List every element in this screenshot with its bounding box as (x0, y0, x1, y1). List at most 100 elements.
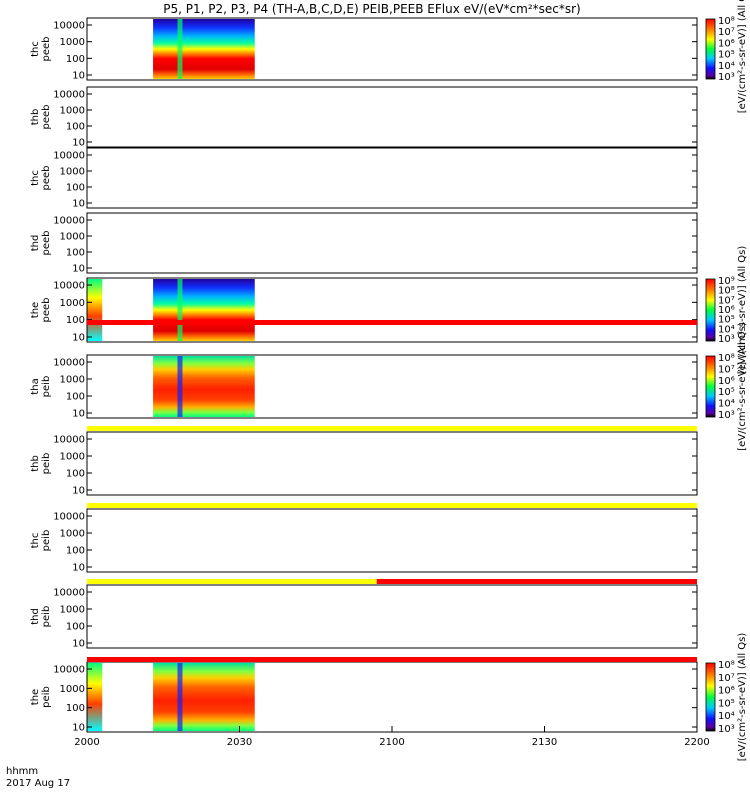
y-tick-label: 1000 (60, 298, 85, 309)
y-tick-label: 100 (66, 54, 85, 65)
colorbar-tick-label: 10³ (718, 72, 735, 83)
y-tick-label: 10 (72, 486, 85, 497)
x-tick-label: 2130 (532, 737, 557, 748)
y-tick-label: 10000 (53, 151, 85, 162)
colorbar-label: [eV/(cm²-s-sr-eV)] (All Qs) (737, 633, 748, 762)
colorbar-tick-label: 10⁴ (718, 711, 735, 722)
y-tick-label: 1000 (60, 684, 85, 695)
y-tick-label: 1000 (60, 375, 85, 386)
x-tick-label: 2030 (227, 737, 252, 748)
colorbar-tick-label: 10⁴ (718, 324, 735, 335)
colorbar-tick-label: 10⁵ (718, 315, 735, 326)
colorbar-tick-label: 10⁷ (718, 295, 735, 306)
panel-frame (86, 508, 698, 573)
panel-label-line: peib (41, 686, 52, 708)
panel-frame (86, 86, 698, 148)
panel-label-line: peeb (41, 105, 52, 130)
x-tick-label: 2000 (74, 737, 99, 748)
panel-label: thc peib (30, 530, 52, 552)
panel-label-line: peeb (41, 231, 52, 256)
y-tick-label: 10 (72, 199, 85, 210)
colorbar-tick-label: 10⁷ (718, 27, 735, 38)
spectrogram-segment (87, 279, 103, 341)
spectrogram-feature (177, 19, 183, 79)
panel-label-line: thb (30, 455, 41, 472)
colorbar-tick-label: 10⁸ (718, 286, 735, 297)
panel-frame (86, 431, 698, 496)
panel-label: the peeb (30, 298, 52, 323)
panel-label-line: thd (30, 235, 41, 252)
colorbar-tick-label: 10⁵ (718, 387, 735, 398)
y-tick-label: 1000 (60, 232, 85, 243)
panel-frame (86, 147, 698, 209)
y-tick-label: 100 (66, 248, 85, 259)
colorbar-tick-label: 10⁸ (718, 353, 735, 364)
panel-label: thb peib (30, 453, 52, 475)
status-bar (87, 320, 697, 325)
panel-label: the peib (30, 686, 52, 708)
spectrogram-segment (153, 663, 255, 731)
y-tick-label: 100 (66, 469, 85, 480)
y-tick-label: 1000 (60, 452, 85, 463)
spectrogram-segment (153, 356, 255, 417)
spectrogram-feature (177, 663, 183, 731)
colorbar-tick-label: 10⁶ (718, 38, 735, 49)
colorbar-label: [eV/(cm²-s-sr-eV)] (All Qs) (737, 246, 748, 375)
y-tick-label: 10 (72, 723, 85, 734)
panel-label-line: thc (30, 41, 41, 57)
y-tick-label: 10000 (53, 588, 85, 599)
panel-label-line: tha (30, 378, 41, 394)
footer-date: 2017 Aug 17 (6, 778, 70, 789)
y-tick-label: 100 (66, 622, 85, 633)
panel-label-line: thb (30, 109, 41, 126)
y-tick-label: 1000 (60, 167, 85, 178)
colorbar (705, 662, 716, 732)
panel-label-line: peeb (41, 166, 52, 191)
status-bar (376, 579, 697, 584)
y-tick-label: 10000 (53, 665, 85, 676)
y-tick-label: 100 (66, 122, 85, 133)
colorbar (705, 18, 716, 80)
panel-frame (86, 212, 698, 274)
colorbar-tick-label: 10⁶ (718, 686, 735, 697)
panel-label: thc peeb (30, 37, 52, 62)
x-tick-label: 2100 (379, 737, 404, 748)
y-tick-label: 1000 (60, 37, 85, 48)
y-tick-label: 10 (72, 138, 85, 149)
panel-label-line: peib (41, 376, 52, 398)
colorbar-tick-label: 10⁵ (718, 50, 735, 61)
y-tick-label: 100 (66, 392, 85, 403)
colorbar-tick-label: 10⁸ (718, 660, 735, 671)
colorbar-label: [eV/(cm²-s-sr-eV)] (All Qs) (737, 0, 748, 113)
y-tick-label: 10 (72, 409, 85, 420)
panel-label-line: peib (41, 453, 52, 475)
colorbar-tick-label: 10⁵ (718, 698, 735, 709)
panel-label-line: thc (30, 533, 41, 549)
y-tick-label: 10 (72, 71, 85, 82)
panel-label-line: peeb (41, 298, 52, 323)
y-tick-label: 10000 (53, 281, 85, 292)
colorbar-tick-label: 10⁴ (718, 399, 735, 410)
y-tick-label: 1000 (60, 106, 85, 117)
colorbar-tick-label: 10⁴ (718, 61, 735, 72)
colorbar-tick-label: 10³ (718, 410, 735, 421)
colorbar-label: [eV/(cm²-s-sr-eV)] (All Qs) (737, 322, 748, 451)
figure-title: P5, P1, P2, P3, P4 (TH-A,B,C,D,E) PEIB,P… (163, 2, 580, 16)
panel-label-line: the (30, 302, 41, 318)
panel-label: thd peeb (30, 231, 52, 256)
panel-frame (86, 584, 698, 649)
y-tick-label: 10 (72, 264, 85, 275)
footer: hhmm 2017 Aug 17 (6, 766, 70, 789)
status-bar (87, 426, 697, 431)
spectrogram-feature (177, 356, 183, 417)
panel-label-line: peeb (41, 37, 52, 62)
panel-label: thc peeb (30, 166, 52, 191)
y-tick-label: 100 (66, 703, 85, 714)
